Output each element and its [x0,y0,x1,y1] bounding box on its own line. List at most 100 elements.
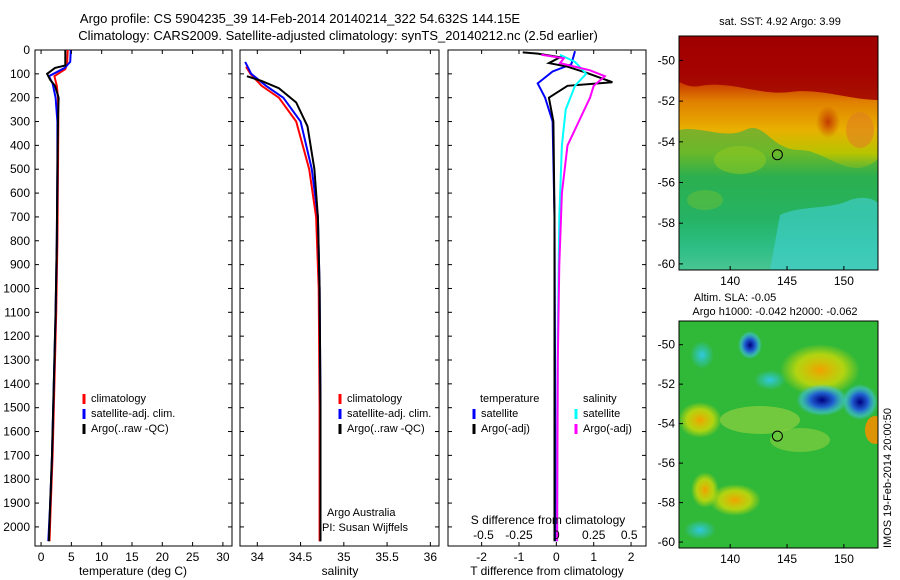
temperature-axis-label: temperature (deg C) [79,564,187,578]
x-tick-label: 34 [251,550,265,564]
x-tick-label: 10 [95,550,109,564]
salinity-panel: 34 34.5 35 35.5 36 salinity climatology satel… [239,49,440,578]
depth-tick-label: 400 [10,138,30,152]
depth-tick-label: 1700 [3,448,30,462]
depth-tick-label: 1600 [3,425,30,439]
difference-legend: temperature salinity satellite Argo(-adj) sa… [472,393,632,435]
x-tick-label: 35.5 [375,550,399,564]
depth-tick-label: 1800 [3,472,30,486]
x-tick-label: 5 [68,550,75,564]
x-tick-label: 34.5 [289,550,313,564]
depth-tick-label: 600 [10,186,30,200]
x-tick-label: 2 [628,550,635,564]
x-tick-label: 0 [38,550,45,564]
sla-map-panel: Altim. SLA: -0.05 Argo h1000: -0.042 h20… [658,292,879,566]
legend-entry: climatology [91,393,147,405]
map-x-tick-label: 150 [834,552,854,566]
map-x-tick-label: 140 [720,552,740,566]
sla-map-ticks: 140 145 150 -50 -52 -54 -56 -58 -60 [658,338,855,566]
depth-tick-label: 500 [10,162,30,176]
map-y-tick-label: -52 [658,377,676,391]
salinity-legend: climatology satellite-adj. clim. Argo(..ra… [338,393,431,435]
depth-tick-label: 200 [10,91,30,105]
sla-map-title: Altim. SLA: -0.05 [694,292,777,304]
map-y-tick-label: -56 [658,176,676,190]
sst-map-title: sat. SST: 4.92 Argo: 3.99 [719,16,841,28]
series-line-0-2 [45,50,67,542]
map-x-tick-label: 140 [720,274,740,288]
map-x-tick-label: 145 [777,552,797,566]
x-tick-label: 15 [125,550,139,564]
x-tick-label: 36 [424,550,438,564]
imos-timestamp-watermark: IMOS 19-Feb-2014 20:00:50 [882,408,894,548]
map-y-tick-label: -50 [658,338,676,352]
x-tick-label: 1 [590,550,597,564]
legend-entry: Argo(..raw -QC) [91,423,169,435]
sst-map-ticks: 140 145 150 -50 -52 -54 -56 -58 -60 [658,53,855,288]
x-tick-label: -2 [476,550,487,564]
sst-heatmap [679,36,878,270]
temperature-axis-ticks: 0 5 10 15 20 25 30 [38,50,230,564]
difference-panel: -2 -1 0 1 2 -0.5 -0.25 0 0.25 0.5 S difference f… [447,49,647,578]
map-y-tick-label: -58 [658,216,676,230]
sla-map-subtitle: Argo h1000: -0.042 h2000: -0.062 [692,306,857,318]
legend-entry: climatology [347,393,403,405]
x-tick-label: 35 [337,550,351,564]
depth-tick-label: 2000 [3,520,30,534]
map-y-tick-label: -54 [658,417,676,431]
difference-plot-frame [447,49,647,547]
legend-heading: temperature [480,393,539,405]
depth-tick-label: 700 [10,210,30,224]
sst-map-panel: sat. SST: 4.92 Argo: 3.99 140 145 150 -50 -5… [658,16,879,288]
x-tick-label: 0 [553,550,560,564]
depth-axis-ticks: 0 100 200 300 400 500 600 700 800 900 1000 1100 1200… [3,43,646,534]
salinity-axis-ticks: 34 34.5 35 35.5 36 [251,50,438,564]
x-tick-label: 20 [156,550,170,564]
depth-tick-label: 0 [23,43,30,57]
legend-entry: satellite [583,408,620,420]
map-y-tick-label: -58 [658,496,676,510]
depth-tick-label: 1900 [3,496,30,510]
depth-tick-label: 1400 [3,377,30,391]
x-tick-label: 25 [186,550,200,564]
series-line-2-0 [536,50,576,542]
depth-tick-label: 800 [10,234,30,248]
salinity-plot-frame [239,49,440,547]
s-diff-tick-label: 0.5 [621,528,638,542]
depth-tick-label: 1300 [3,353,30,367]
sla-map-frame [678,320,879,549]
s-difference-axis-ticks: -0.5 -0.25 0 0.25 0.5 [473,528,638,542]
argo-position-marker-sla [771,430,783,442]
argo-australia-label: Argo Australia [327,507,396,519]
sst-map-frame [678,35,879,271]
figure-title-line2: Climatology: CARS2009. Satellite-adjuste… [78,28,598,43]
x-tick-label: 30 [216,550,230,564]
figure-title-line1: Argo profile: CS 5904235_39 14-Feb-2014 … [80,11,521,26]
map-x-tick-label: 145 [777,274,797,288]
map-y-tick-label: -56 [658,456,676,470]
temperature-legend: climatology satellite-adj. clim. Argo(..ra… [82,393,175,435]
depth-tick-label: 900 [10,258,30,272]
depth-tick-label: 1000 [3,281,30,295]
s-diff-tick-label: 0 [553,528,560,542]
legend-entry: satellite-adj. clim. [91,408,175,420]
t-difference-axis-ticks: -2 -1 0 1 2 [476,50,635,564]
temperature-panel: 0100200300400500600700800900100011001200… [3,43,646,578]
legend-entry: Argo(..raw -QC) [347,423,425,435]
sla-heatmap [679,321,878,548]
salinity-axis-label: salinity [322,564,359,578]
salinity-profile-lines [244,61,322,542]
s-difference-axis-label: S difference from climatology [471,513,626,527]
map-x-tick-label: 150 [834,274,854,288]
t-difference-axis-label: T difference from climatology [470,564,624,578]
legend-entry: satellite-adj. clim. [347,408,431,420]
depth-tick-label: 300 [10,115,30,129]
legend-entry: Argo(-adj) [583,423,632,435]
difference-profile-lines [522,50,613,542]
map-y-tick-label: -52 [658,94,676,108]
series-line-2-1 [522,51,613,542]
s-diff-tick-label: -0.25 [505,528,533,542]
depth-tick-label: 1500 [3,401,30,415]
temperature-plot-frame [34,49,233,547]
series-line-1-2 [246,75,322,542]
